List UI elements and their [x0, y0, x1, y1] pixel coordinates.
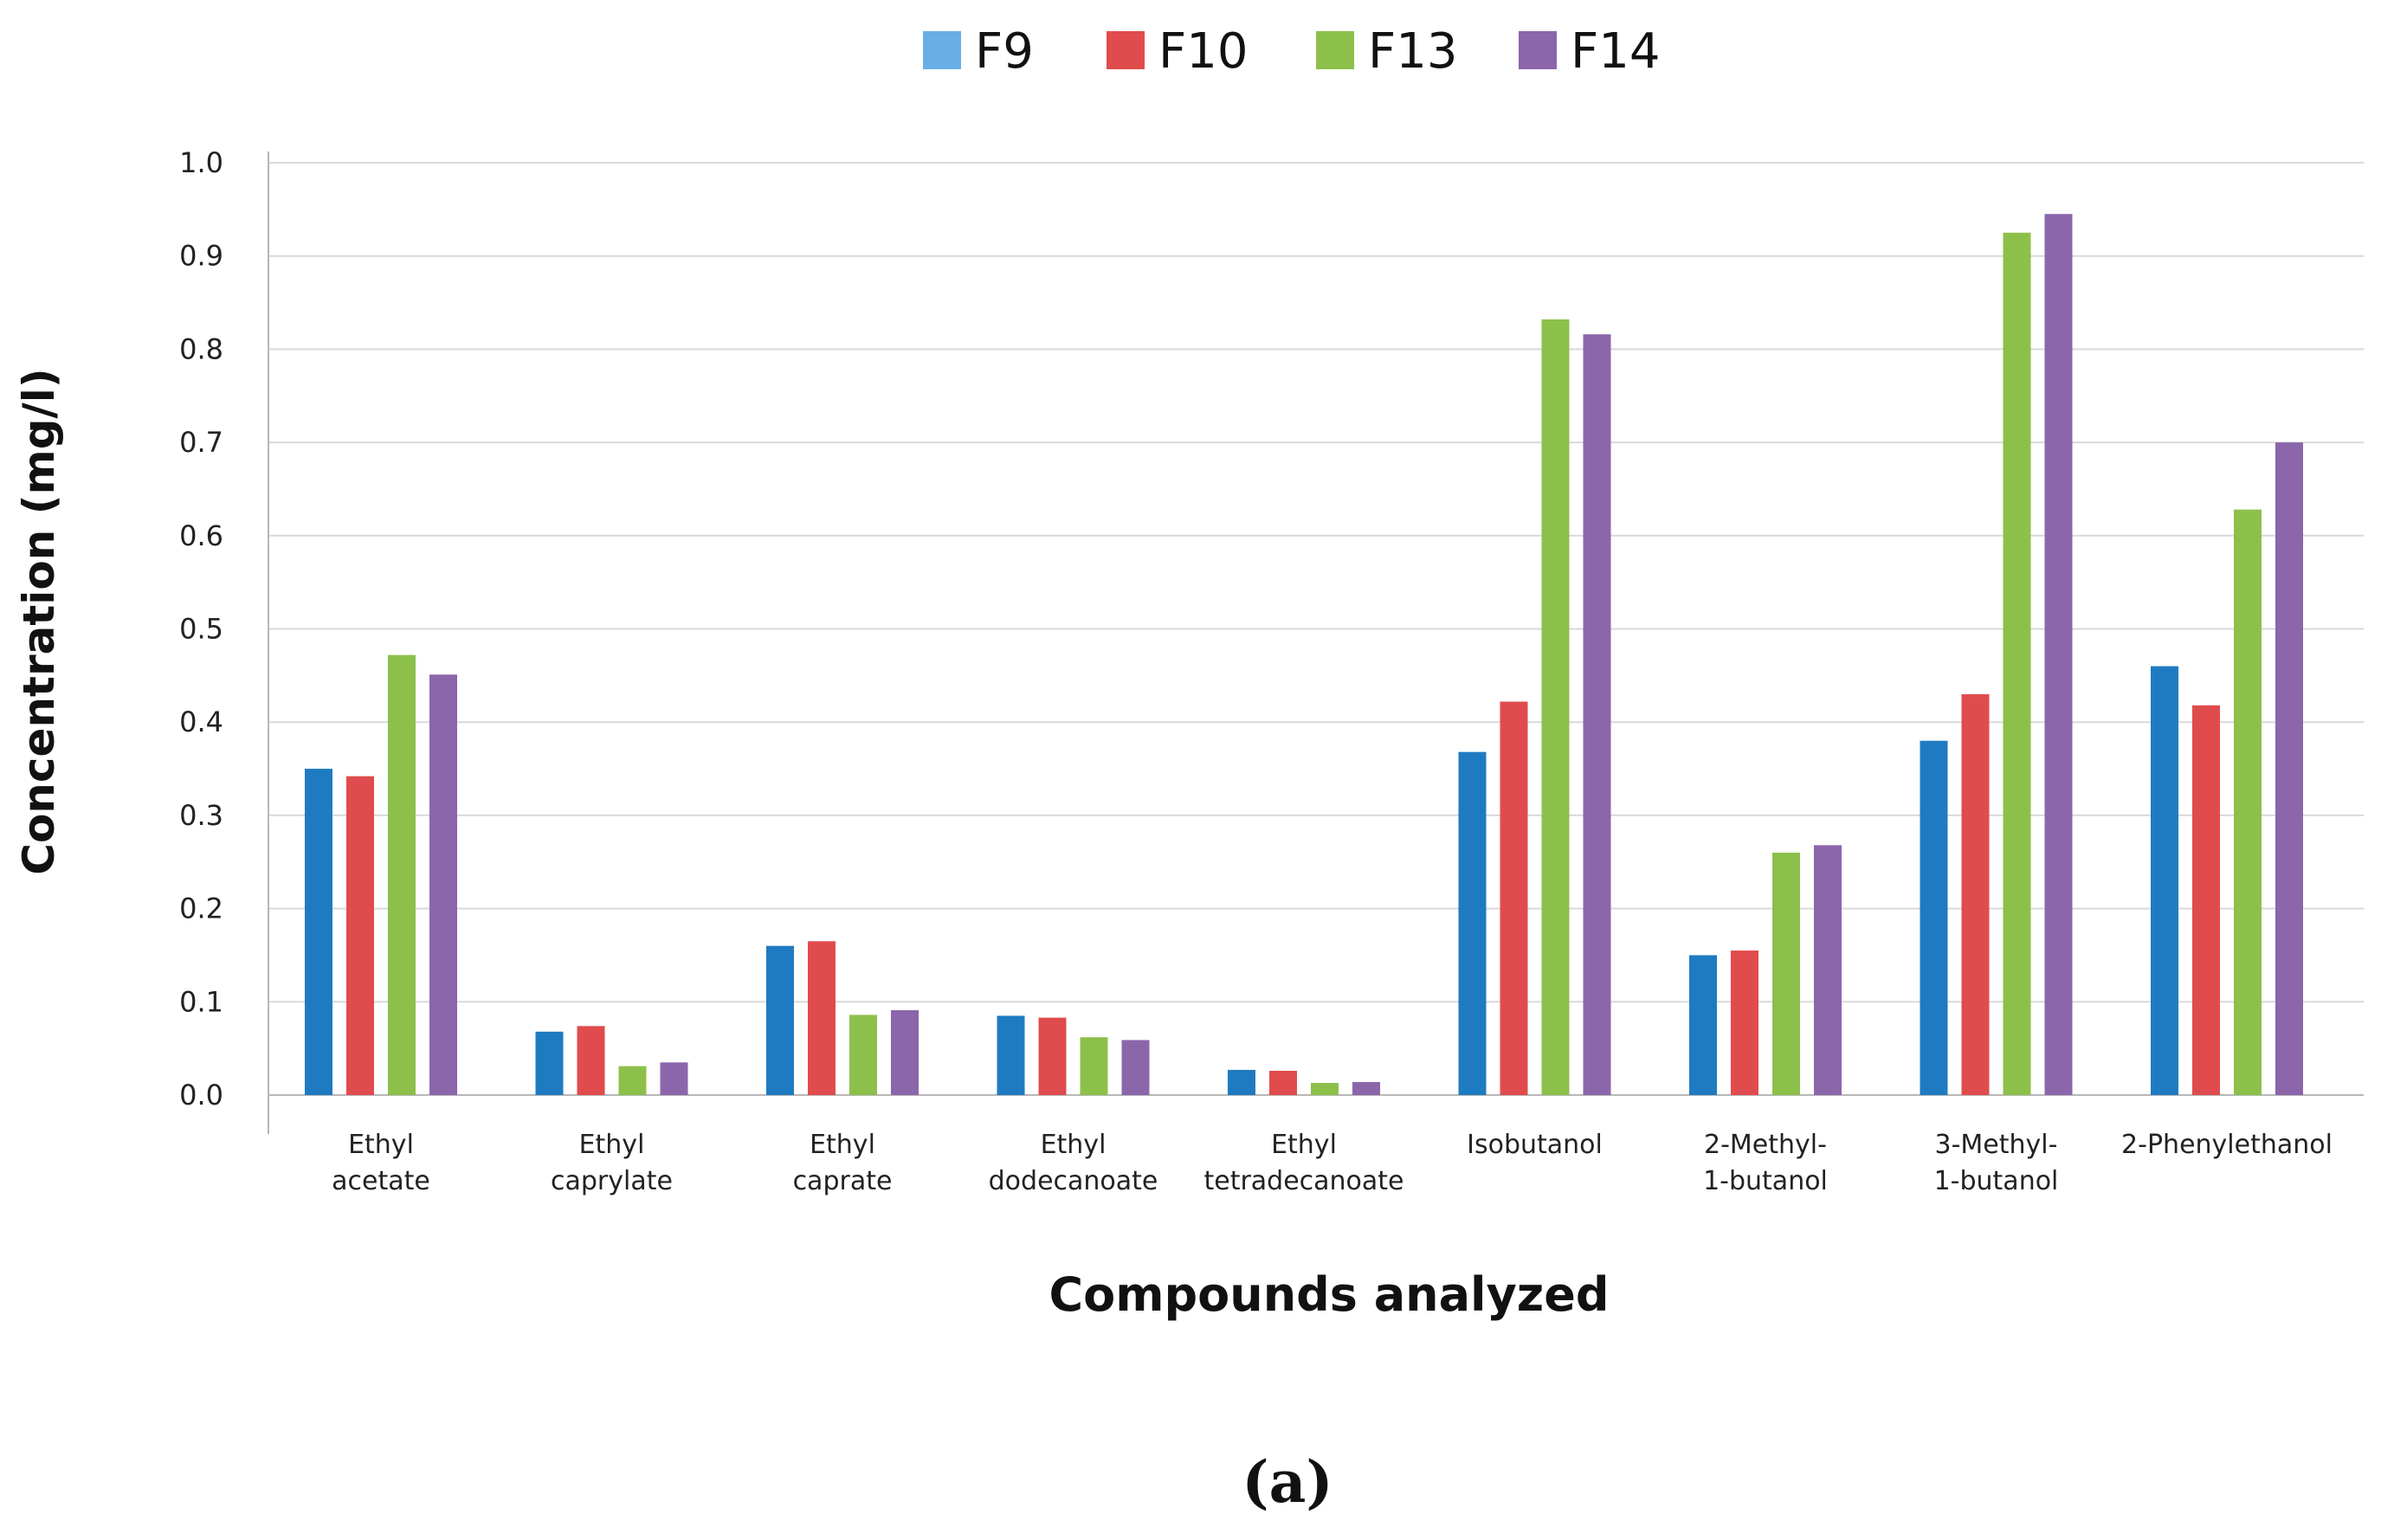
x-tick-label: Isobutanol: [1467, 1130, 1603, 1160]
y-tick-label: 0.6: [179, 519, 223, 552]
bars: [305, 214, 2303, 1096]
x-tick-label: 2-Methyl-: [1704, 1130, 1827, 1160]
bar-f13-5: [1541, 319, 1570, 1095]
bar-f13-4: [1311, 1082, 1339, 1095]
bar-f14-3: [1121, 1040, 1150, 1095]
bar-f9-1: [535, 1031, 564, 1095]
y-tick-labels: 0.0 0.1 0.2 0.3 0.4 0.5 0.6 0.7 0.8 0.9 1.0: [179, 146, 223, 1112]
x-tick-label: dodecanoate: [989, 1166, 1158, 1196]
x-tick-label: tetradecanoate: [1203, 1166, 1403, 1196]
bar-f13-0: [388, 654, 416, 1095]
y-tick-label: 0.9: [179, 240, 223, 273]
y-tick-label: 0.5: [179, 613, 223, 646]
y-axis-label: Concentration (mg/l): [14, 368, 64, 874]
x-tick-label: Ethyl: [810, 1130, 875, 1160]
bar-f10-8: [2192, 705, 2220, 1095]
bar-f13-8: [2234, 509, 2262, 1095]
bar-f13-6: [1772, 852, 1800, 1095]
figure-caption: (a): [1242, 1448, 1332, 1516]
bar-f10-3: [1038, 1017, 1067, 1095]
x-tick-label: 1-butanol: [1934, 1166, 2059, 1196]
legend: F9 F10 F13 F14: [923, 23, 1660, 80]
bar-f9-8: [2151, 666, 2178, 1095]
bar-f14-0: [429, 674, 457, 1095]
bar-f9-6: [1689, 955, 1717, 1095]
bar-f10-1: [577, 1026, 605, 1095]
x-tick-label: 1-butanol: [1703, 1166, 1828, 1196]
bar-f9-2: [766, 945, 794, 1095]
x-tick-label: acetate: [332, 1166, 430, 1196]
bar-f10-4: [1269, 1070, 1297, 1095]
y-tick-label: 1.0: [179, 146, 223, 179]
legend-label-f9: F9: [975, 23, 1034, 80]
bar-f13-1: [618, 1066, 647, 1095]
y-tick-label: 0.4: [179, 706, 223, 738]
bar-f14-2: [891, 1009, 919, 1095]
y-tick-label: 0.0: [179, 1079, 223, 1112]
x-tick-label: 2-Phenylethanol: [2121, 1130, 2333, 1160]
x-tick-label: caprylate: [551, 1166, 673, 1196]
y-tick-label: 0.2: [179, 892, 223, 925]
x-tick-label: Ethyl: [348, 1130, 414, 1160]
y-tick-label: 0.3: [179, 799, 223, 832]
bar-f9-5: [1458, 751, 1487, 1095]
bar-f9-7: [1920, 740, 1948, 1095]
bar-f13-7: [2003, 232, 2031, 1095]
bar-f14-8: [2275, 442, 2303, 1096]
bar-f9-3: [997, 1015, 1025, 1095]
x-tick-labels: Ethyl acetate Ethyl caprylate Ethyl caprate Et…: [332, 1130, 2333, 1196]
bar-f14-7: [2044, 214, 2073, 1096]
bar-f9-0: [305, 769, 332, 1095]
bar-f14-1: [660, 1062, 688, 1095]
x-tick-label: Ethyl: [1271, 1130, 1337, 1160]
legend-swatch-f14: [1519, 31, 1557, 69]
x-tick-label: caprate: [793, 1166, 893, 1196]
y-tick-label: 0.8: [179, 332, 223, 365]
y-tick-label: 0.1: [179, 985, 223, 1018]
bar-f14-5: [1583, 334, 1611, 1096]
bar-f13-2: [849, 1015, 877, 1095]
legend-swatch-f10: [1107, 31, 1145, 69]
bar-f13-3: [1080, 1037, 1108, 1095]
bar-f10-0: [346, 776, 374, 1095]
bar-f14-6: [1814, 845, 1842, 1095]
bar-f10-2: [808, 941, 836, 1095]
legend-swatch-f13: [1316, 31, 1354, 69]
legend-swatch-f9: [923, 31, 961, 69]
bar-f14-4: [1352, 1081, 1380, 1095]
bar-f10-7: [1961, 693, 1990, 1095]
legend-label-f10: F10: [1158, 23, 1248, 80]
legend-label-f13: F13: [1368, 23, 1457, 80]
bar-f10-5: [1500, 701, 1528, 1095]
y-tick-label: 0.7: [179, 426, 223, 459]
x-tick-label: Ethyl: [1041, 1130, 1107, 1160]
bar-f10-6: [1731, 950, 1758, 1095]
legend-label-f14: F14: [1571, 23, 1660, 80]
x-tick-label: Ethyl: [579, 1130, 645, 1160]
x-tick-label: 3-Methyl-: [1935, 1130, 2058, 1160]
x-axis-label: Compounds analyzed: [1049, 1267, 1610, 1322]
bar-f9-4: [1228, 1069, 1255, 1095]
